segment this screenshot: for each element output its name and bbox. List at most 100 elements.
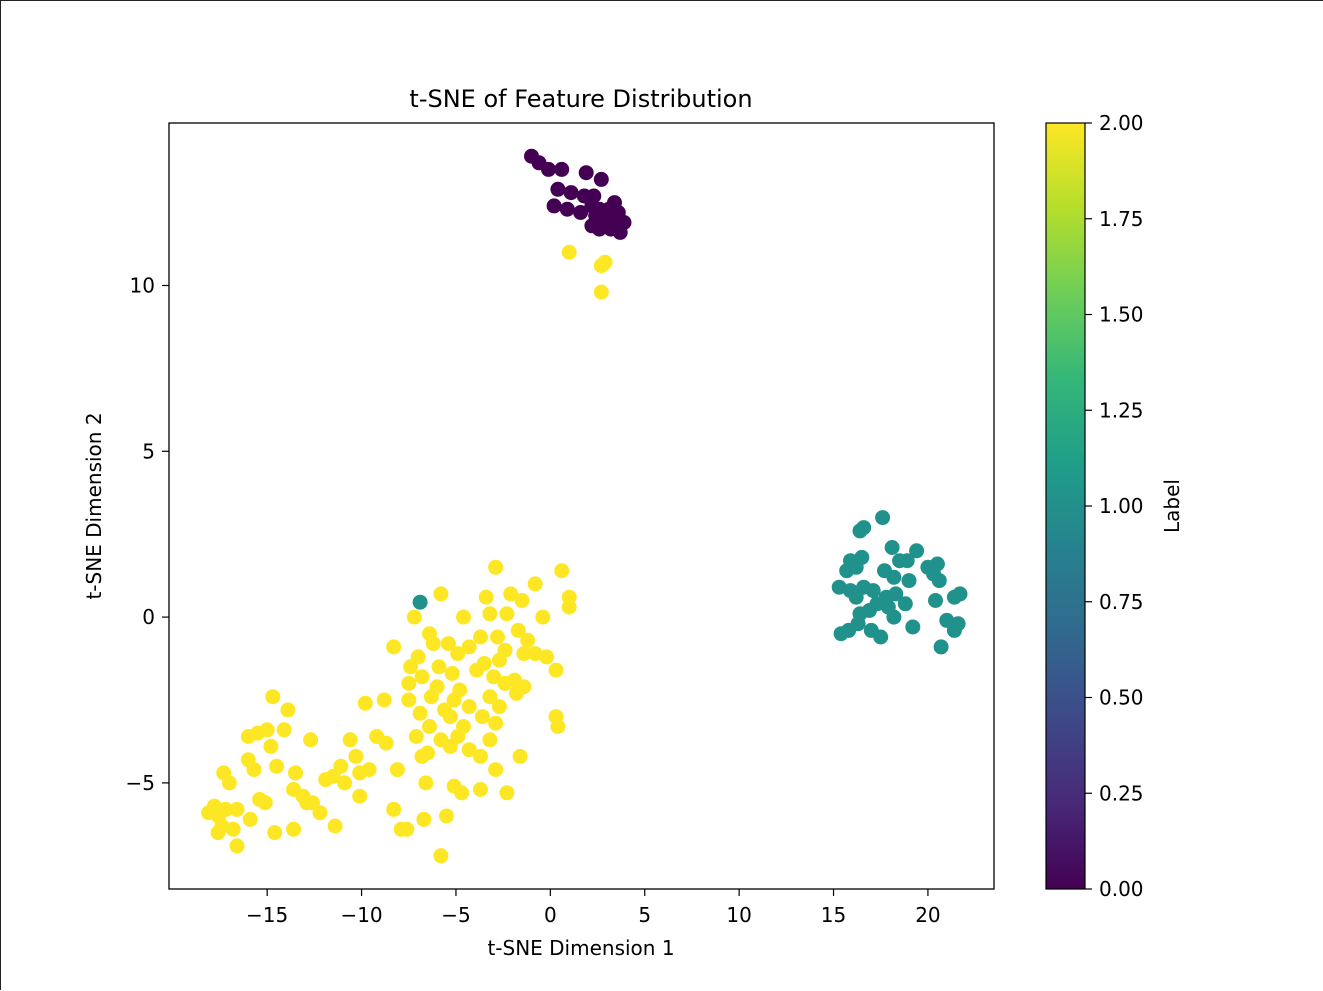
scatter-point-label-0	[546, 198, 562, 214]
x-tick-label: 5	[638, 903, 651, 927]
scatter-point-label-2	[433, 848, 449, 864]
plot-area	[168, 122, 995, 890]
scatter-point-label-2	[561, 599, 577, 615]
x-tick-label: −15	[246, 903, 288, 927]
scatter-point-label-2	[401, 692, 417, 708]
scatter-point-label-1	[886, 609, 902, 625]
scatter-point-label-0	[541, 161, 556, 177]
scatter-point-label-2	[361, 762, 377, 778]
colorbar-label: Label	[1160, 479, 1184, 533]
scatter-point-label-1	[933, 639, 949, 655]
scatter-point-label-2	[288, 765, 303, 781]
scatter-point-label-1	[875, 510, 891, 526]
colorbar-tick-label: 0.75	[1099, 590, 1144, 614]
scatter-point-label-2	[527, 646, 543, 662]
scatter-point-label-2	[491, 699, 507, 715]
scatter-point-label-1	[946, 589, 962, 605]
scatter-point-label-1	[884, 540, 900, 555]
scatter-point-label-0	[554, 161, 570, 177]
scatter-point-label-2	[461, 699, 477, 715]
x-tick-label: 15	[821, 903, 846, 927]
colorbar-tick-label: 1.75	[1099, 207, 1144, 231]
scatter-point-label-1	[901, 573, 917, 589]
scatter-point-label-2	[337, 775, 353, 791]
scatter-point-label-2	[461, 639, 477, 655]
scatter-point-label-2	[414, 748, 430, 764]
scatter-point-label-2	[257, 795, 273, 811]
scatter-point-label-2	[418, 775, 434, 791]
scatter-point-label-2	[490, 629, 505, 645]
scatter-point-label-2	[512, 748, 528, 764]
scatter-point-label-2	[376, 692, 392, 708]
scatter-point-label-2	[527, 576, 543, 592]
scatter-point-label-2	[444, 666, 460, 681]
scatter-point-label-2	[539, 649, 555, 665]
y-tick-label: −5	[126, 771, 155, 795]
scatter-point-label-0	[593, 171, 609, 187]
scatter-point-label-2	[488, 715, 504, 731]
scatter-point-label-1	[946, 622, 962, 638]
scatter-point-label-2	[442, 738, 458, 754]
scatter-point-label-2	[491, 652, 507, 668]
scatter-point-label-2	[482, 689, 498, 705]
scatter-point-label-2	[327, 818, 343, 834]
scatter-point-label-2	[482, 606, 498, 622]
scatter-point-label-1	[833, 626, 849, 642]
scatter-point-label-2	[514, 593, 530, 608]
scatter-point-label-2	[357, 695, 373, 711]
scatter-point-label-2	[348, 748, 364, 764]
scatter-point-label-2	[520, 632, 536, 648]
scatter-point-label-2	[461, 742, 477, 758]
scatter-point-label-2	[210, 825, 226, 841]
scatter-point-label-2	[473, 629, 488, 645]
scatter-point-label-1	[865, 583, 881, 599]
scatter-point-label-2	[499, 785, 515, 801]
scatter-point-label-1	[886, 569, 902, 585]
scatter-points	[201, 148, 968, 864]
y-axis-label: t-SNE Dimension 2	[82, 412, 106, 599]
scatter-point-label-1	[931, 573, 947, 589]
scatter-point-label-2	[389, 762, 405, 778]
x-tick-label: 0	[544, 903, 557, 927]
scatter-point-label-2	[473, 782, 488, 797]
scatter-point-label-2	[276, 722, 292, 738]
scatter-point-label-2	[439, 808, 454, 824]
scatter-point-label-1	[897, 596, 913, 612]
scatter-point-label-1	[873, 629, 889, 645]
y-axis-ticks: −5 0 5 10	[126, 273, 169, 795]
scatter-point-label-2	[488, 559, 504, 575]
colorbar	[1045, 122, 1086, 890]
scatter-point-label-2	[378, 735, 394, 751]
scatter-point-label-1	[839, 563, 855, 579]
y-tick-label: 5	[142, 439, 155, 463]
scatter-point-label-2	[265, 689, 281, 705]
scatter-point-label-2	[425, 636, 441, 652]
scatter-point-label-2	[286, 821, 302, 837]
scatter-point-label-2	[550, 719, 566, 734]
scatter-point-label-2	[486, 669, 502, 685]
y-tick-label: 0	[142, 605, 155, 629]
scatter-point-label-2	[318, 772, 334, 788]
scatter-point-label-2	[510, 622, 526, 638]
x-axis-ticks: −15 −10 −5 0 5 10 15 20	[246, 889, 941, 927]
x-axis-label: t-SNE Dimension 1	[487, 936, 674, 960]
scatter-point-label-2	[229, 801, 245, 817]
scatter-point-label-0	[612, 224, 628, 240]
scatter-point-label-0	[563, 185, 579, 201]
scatter-point-label-2	[386, 639, 402, 655]
x-tick-label: 20	[915, 903, 940, 927]
scatter-point-label-2	[497, 675, 513, 691]
scatter-point-label-0	[591, 221, 607, 237]
scatter-point-label-2	[454, 785, 470, 801]
colorbar-tick-label: 0.50	[1099, 686, 1144, 710]
scatter-point-label-2	[229, 838, 245, 854]
scatter-point-label-2	[406, 609, 422, 625]
colorbar-tick-label: 0.25	[1099, 781, 1144, 805]
scatter-point-label-2	[240, 729, 256, 744]
scatter-point-label-2	[450, 646, 466, 662]
scatter-point-label-2	[431, 659, 447, 675]
scatter-point-label-2	[423, 689, 439, 705]
x-tick-label: −5	[441, 903, 470, 927]
colorbar-tick-label: 2.00	[1099, 111, 1144, 135]
